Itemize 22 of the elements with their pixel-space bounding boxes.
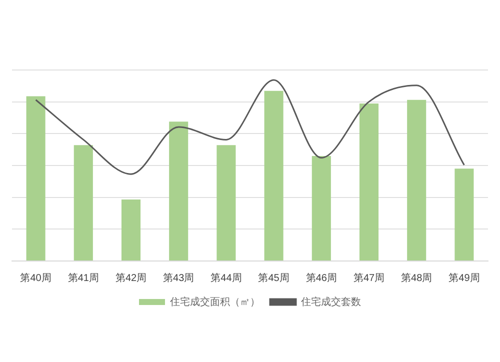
bar [359, 103, 379, 260]
x-tick-label: 第40周 [20, 272, 52, 284]
x-tick-label: 第42周 [115, 272, 147, 284]
bar [169, 122, 188, 260]
bar [264, 90, 284, 260]
bar [312, 156, 331, 260]
legend-label: 住宅成交面积（㎡） [170, 296, 260, 308]
bar [454, 168, 474, 260]
x-tick-label: 第47周 [353, 272, 385, 284]
x-tick-label: 第49周 [448, 272, 480, 284]
bar [216, 145, 236, 260]
bar [407, 100, 426, 260]
x-tick-label: 第45周 [258, 272, 290, 284]
bar [26, 96, 46, 260]
x-tick-label: 第48周 [401, 272, 432, 284]
x-tick-label: 第44周 [210, 272, 242, 284]
x-tick-label: 第43周 [163, 272, 194, 284]
legend-label: 住宅成交套数 [301, 296, 361, 308]
x-tick-label: 第46周 [306, 272, 337, 284]
bar [74, 145, 93, 260]
x-tick-label: 第41周 [68, 272, 99, 284]
bar [121, 199, 141, 260]
